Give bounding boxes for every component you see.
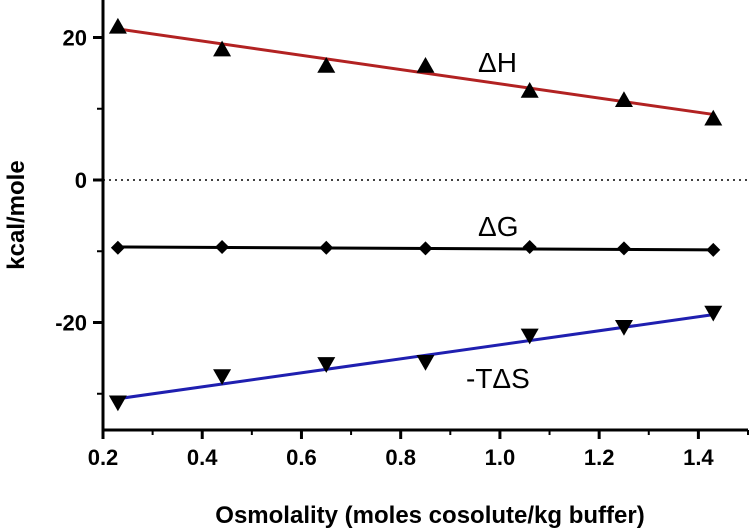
series-layer: ΔH ΔG -TΔS [108, 17, 723, 412]
series-1: ΔH [108, 17, 723, 126]
x-tick-label: 0.6 [286, 445, 317, 470]
data-point [616, 241, 631, 256]
data-point [416, 57, 435, 73]
data-point [110, 240, 125, 255]
data-point [614, 91, 633, 107]
x-tick-label: 1.4 [683, 445, 714, 470]
series-label: ΔH [478, 47, 517, 78]
data-point [418, 241, 433, 256]
data-point [706, 242, 721, 257]
series-3: -TΔS [108, 305, 723, 412]
y-tick-label: 20 [63, 26, 87, 51]
x-tick-label: 1.0 [485, 445, 516, 470]
data-point [317, 57, 336, 73]
data-point [213, 40, 232, 57]
data-point [614, 320, 633, 336]
series-fit-line [117, 313, 714, 401]
y-tick-label: -20 [55, 311, 87, 336]
series-label: ΔG [478, 211, 518, 242]
data-point [317, 357, 336, 373]
data-point [319, 240, 334, 255]
data-point [215, 239, 230, 254]
data-point [704, 305, 723, 322]
data-point [520, 328, 539, 345]
x-axis-title: Osmolality (moles cosolute/kg buffer) [215, 502, 644, 529]
series-2: ΔG [110, 211, 721, 257]
y-tick-label: 0 [75, 168, 87, 193]
x-tick-label: 0.8 [385, 445, 416, 470]
data-point [108, 17, 127, 34]
x-tick-label: 0.2 [88, 445, 119, 470]
x-tick-label: 1.2 [584, 445, 615, 470]
data-point [213, 369, 232, 385]
data-point [416, 354, 435, 371]
data-point [520, 81, 539, 98]
x-tick-label: 0.4 [187, 445, 218, 470]
data-point [108, 395, 127, 412]
y-axis-title: kcal/mole [3, 160, 30, 269]
data-point [704, 109, 723, 126]
data-point [522, 239, 537, 254]
axes: 0.2 0.4 0.6 0.8 1.0 1.2 1.4 20 0 -20 [55, 0, 749, 470]
series-fit-line [117, 27, 714, 116]
series-label: -TΔS [466, 363, 530, 394]
